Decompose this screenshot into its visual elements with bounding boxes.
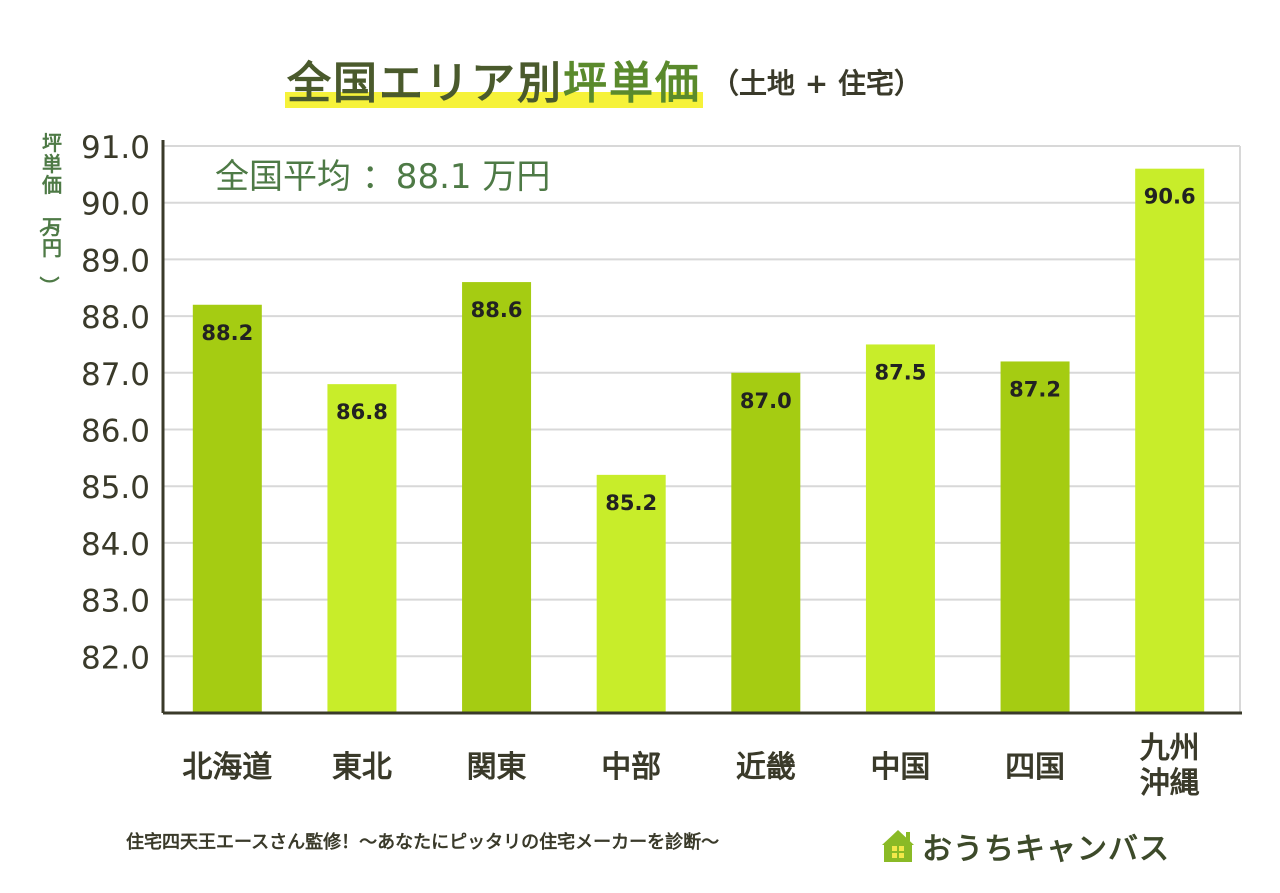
bar	[865, 344, 935, 713]
y-tick-label: 85.0	[81, 470, 150, 506]
y-tick-label: 89.0	[81, 243, 150, 279]
footer-text: 住宅四天王エースさん監修！〜あなたにピッタリの住宅メーカーを診断〜	[126, 832, 720, 853]
x-tick-label: 九州沖縄	[1140, 731, 1200, 801]
title-highlight	[285, 92, 703, 108]
bar	[327, 384, 397, 713]
logo-text: おうちキャンバス	[922, 832, 1170, 867]
x-tick-label: 北海道	[182, 750, 272, 785]
house-icon	[882, 830, 914, 862]
chart-title-main: 全国エリア別坪単価	[285, 56, 703, 112]
x-tick-label: 東北	[332, 750, 392, 785]
y-tick-label: 88.0	[81, 300, 150, 336]
x-tick-label: 関東	[467, 750, 527, 785]
bar	[462, 282, 532, 713]
y-tick-label: 91.0	[81, 130, 150, 166]
y-tick-label: 90.0	[81, 187, 150, 223]
bar-value-label: 87.2	[1009, 377, 1061, 401]
bar	[192, 304, 262, 713]
average-annotation: 全国平均 ：88.1 万円	[215, 157, 550, 197]
logo[interactable]: おうちキャンバス	[880, 824, 1170, 868]
bar-value-label: 90.6	[1144, 185, 1196, 209]
bar	[596, 474, 666, 713]
title-prefix: 全国エリア別	[287, 58, 563, 109]
bar-value-label: 88.2	[201, 321, 253, 345]
bar-value-label: 86.8	[336, 400, 388, 424]
y-tick-label: 87.0	[81, 357, 150, 393]
x-tick-label: 近畿	[736, 750, 796, 785]
x-tick-label: 中国	[870, 750, 930, 785]
bar	[731, 372, 801, 713]
bar	[1000, 361, 1070, 713]
bar	[1135, 168, 1205, 713]
bar-value-label: 87.0	[740, 389, 792, 413]
y-axis-label: 坪単価（万円）	[37, 131, 62, 296]
y-tick-label: 83.0	[81, 584, 150, 620]
bar-value-label: 87.5	[875, 360, 927, 384]
y-tick-label: 84.0	[81, 527, 150, 563]
chart-title: 全国エリア別坪単価 （土地 + 住宅）	[285, 42, 922, 112]
y-tick-label: 86.0	[81, 414, 150, 450]
bar-value-label: 88.6	[471, 298, 523, 322]
bar-value-label: 85.2	[605, 491, 657, 515]
y-tick-label: 82.0	[81, 640, 150, 676]
x-tick-label: 中部	[601, 750, 661, 785]
chart-subtitle: （土地 + 住宅）	[711, 67, 922, 100]
title-accent: 坪単価	[563, 58, 701, 109]
x-tick-label: 四国	[1005, 750, 1065, 785]
